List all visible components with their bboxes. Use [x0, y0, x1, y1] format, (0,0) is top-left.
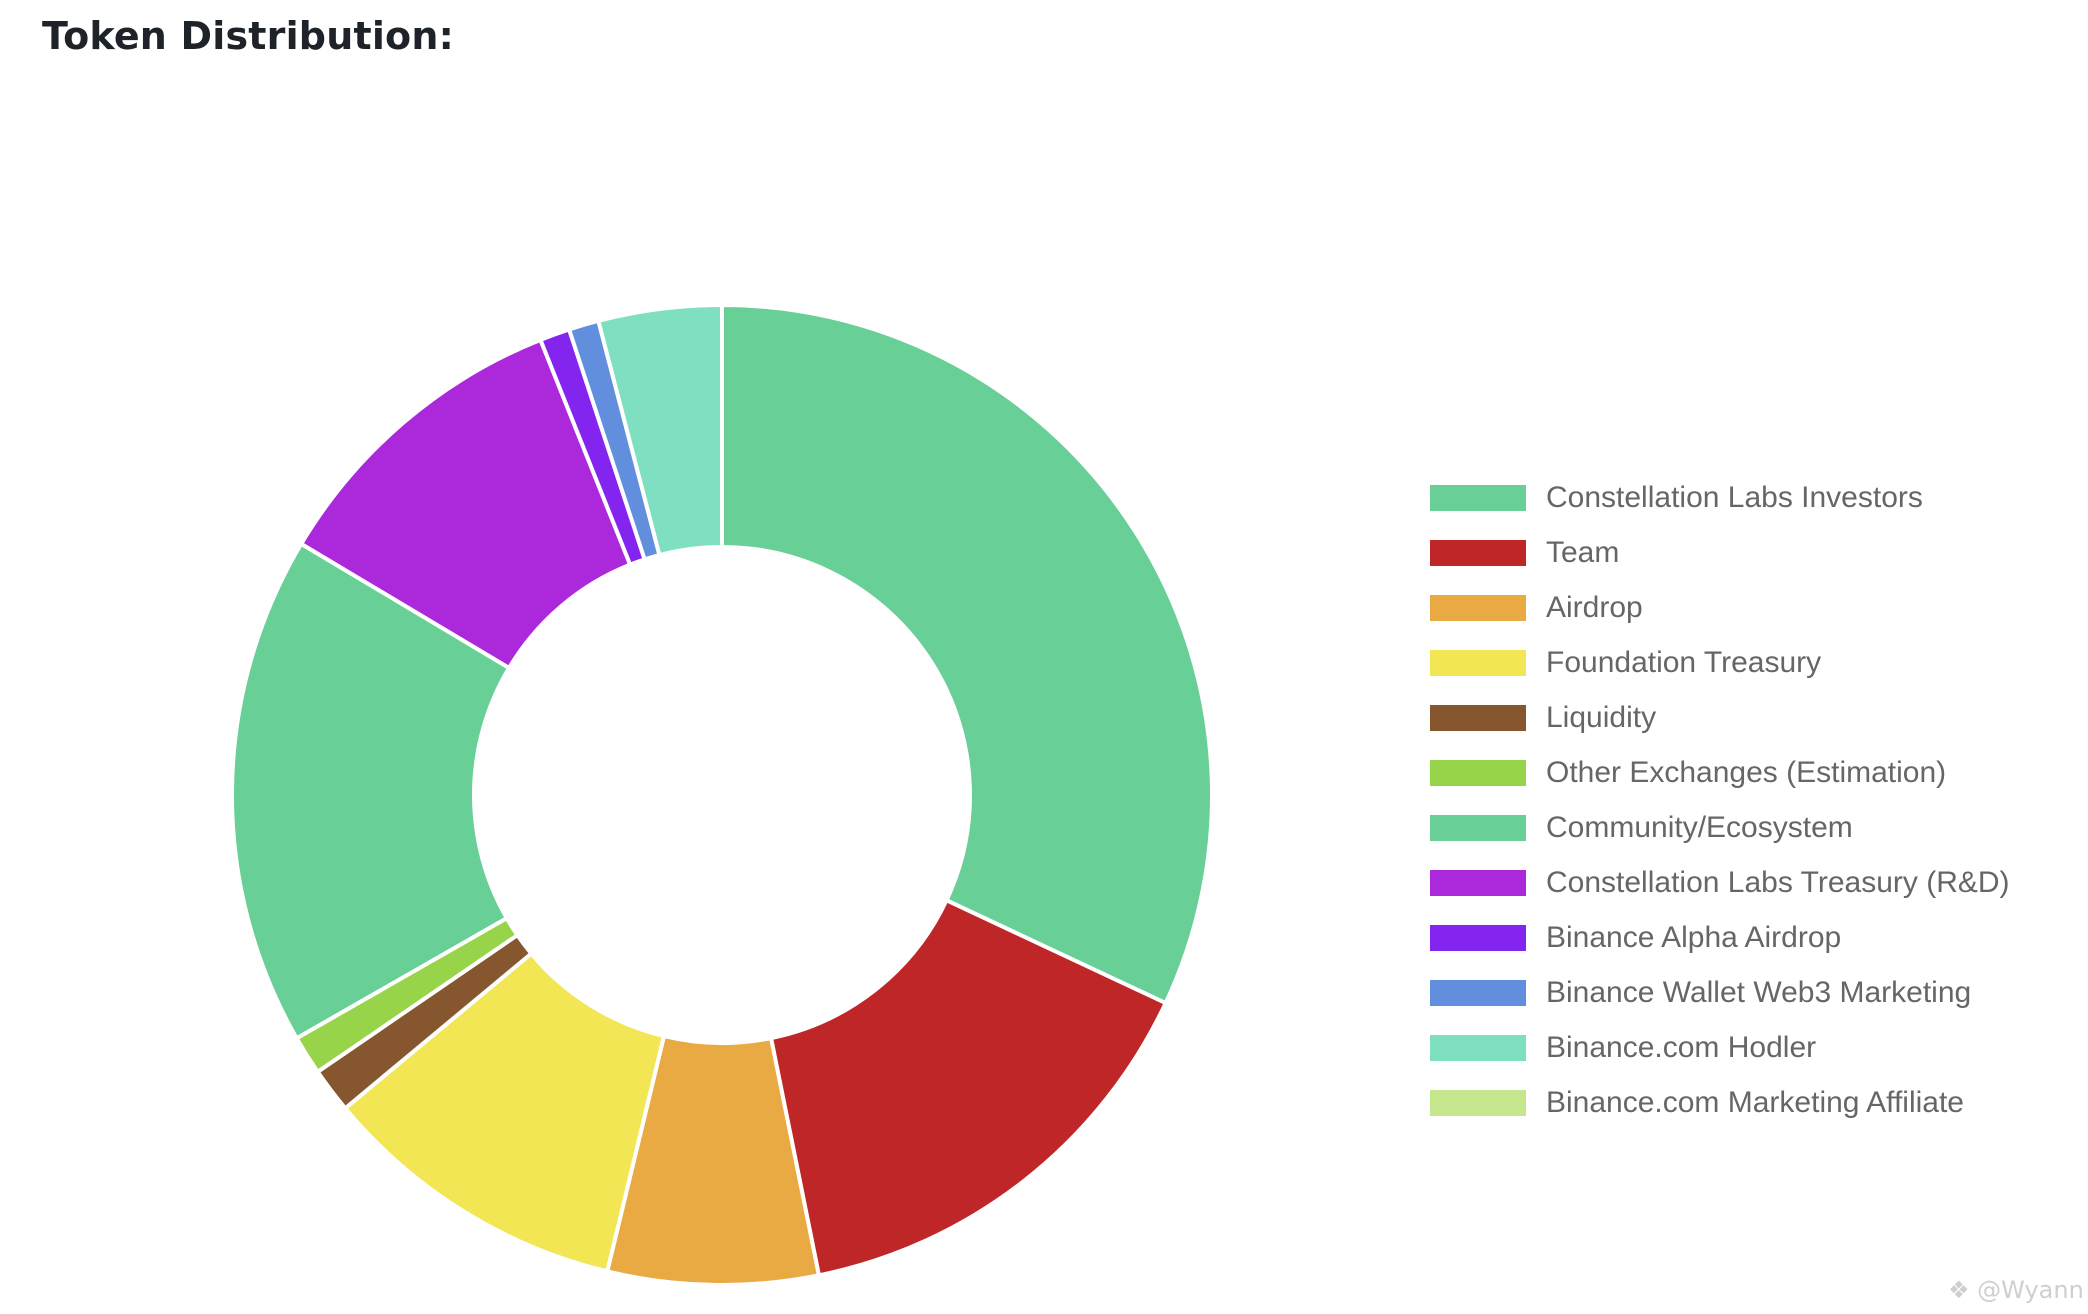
legend-item[interactable]: Constellation Labs Investors	[1430, 470, 2010, 525]
legend-item[interactable]: Team	[1430, 525, 2010, 580]
legend-label: Other Exchanges (Estimation)	[1546, 755, 1947, 789]
legend-item[interactable]: Binance.com Marketing Affiliate	[1430, 1075, 2010, 1130]
legend-item[interactable]: Binance Wallet Web3 Marketing	[1430, 965, 2010, 1020]
legend-item[interactable]: Foundation Treasury	[1430, 635, 2010, 690]
legend-swatch	[1430, 1089, 1526, 1116]
legend-label: Binance Alpha Airdrop	[1546, 920, 1842, 954]
legend-swatch	[1430, 869, 1526, 896]
legend-label: Constellation Labs Treasury (R&D)	[1546, 865, 2010, 899]
donut-slice-1[interactable]	[769, 898, 1168, 1278]
legend-item[interactable]: Binance.com Hodler	[1430, 1020, 2010, 1075]
legend-swatch	[1430, 759, 1526, 786]
legend-item[interactable]: Constellation Labs Treasury (R&D)	[1430, 855, 2010, 910]
legend-label: Binance Wallet Web3 Marketing	[1546, 975, 1972, 1009]
legend-swatch	[1430, 924, 1526, 951]
donut-slice-6[interactable]	[230, 541, 512, 1041]
legend-item[interactable]: Binance Alpha Airdrop	[1430, 910, 2010, 965]
legend-swatch	[1430, 539, 1526, 566]
legend-item[interactable]: Community/Ecosystem	[1430, 800, 2010, 855]
donut-slice-7[interactable]	[299, 337, 633, 670]
watermark: ❖ @Wyann	[1948, 1276, 2084, 1304]
legend-label: Foundation Treasury	[1546, 645, 1822, 679]
legend-label: Community/Ecosystem	[1546, 810, 1853, 844]
watermark-logo-icon: ❖	[1948, 1276, 1970, 1304]
donut-slice-10[interactable]	[596, 303, 724, 558]
legend-swatch	[1430, 484, 1526, 511]
donut-chart	[230, 303, 1214, 1287]
legend-swatch	[1430, 979, 1526, 1006]
legend-swatch	[1430, 814, 1526, 841]
legend-label: Airdrop	[1546, 590, 1643, 624]
legend-label: Team	[1546, 535, 1620, 569]
chart-legend: Constellation Labs Investors Team Airdrop F…	[1430, 470, 2010, 1130]
legend-label: Liquidity	[1546, 700, 1657, 734]
legend-item[interactable]: Liquidity	[1430, 690, 2010, 745]
donut-slice-0[interactable]	[720, 303, 1214, 1006]
legend-swatch	[1430, 704, 1526, 731]
legend-item[interactable]: Other Exchanges (Estimation)	[1430, 745, 2010, 800]
legend-swatch	[1430, 1034, 1526, 1061]
legend-swatch	[1430, 594, 1526, 621]
donut-slice-3[interactable]	[343, 951, 666, 1274]
legend-label: Binance.com Hodler	[1546, 1030, 1817, 1064]
legend-label: Constellation Labs Investors	[1546, 480, 1923, 514]
legend-label: Binance.com Marketing Affiliate	[1546, 1085, 1964, 1119]
legend-item[interactable]: Airdrop	[1430, 580, 2010, 635]
page-title: Token Distribution:	[42, 14, 455, 58]
legend-swatch	[1430, 649, 1526, 676]
watermark-text: @Wyann	[1977, 1276, 2084, 1304]
